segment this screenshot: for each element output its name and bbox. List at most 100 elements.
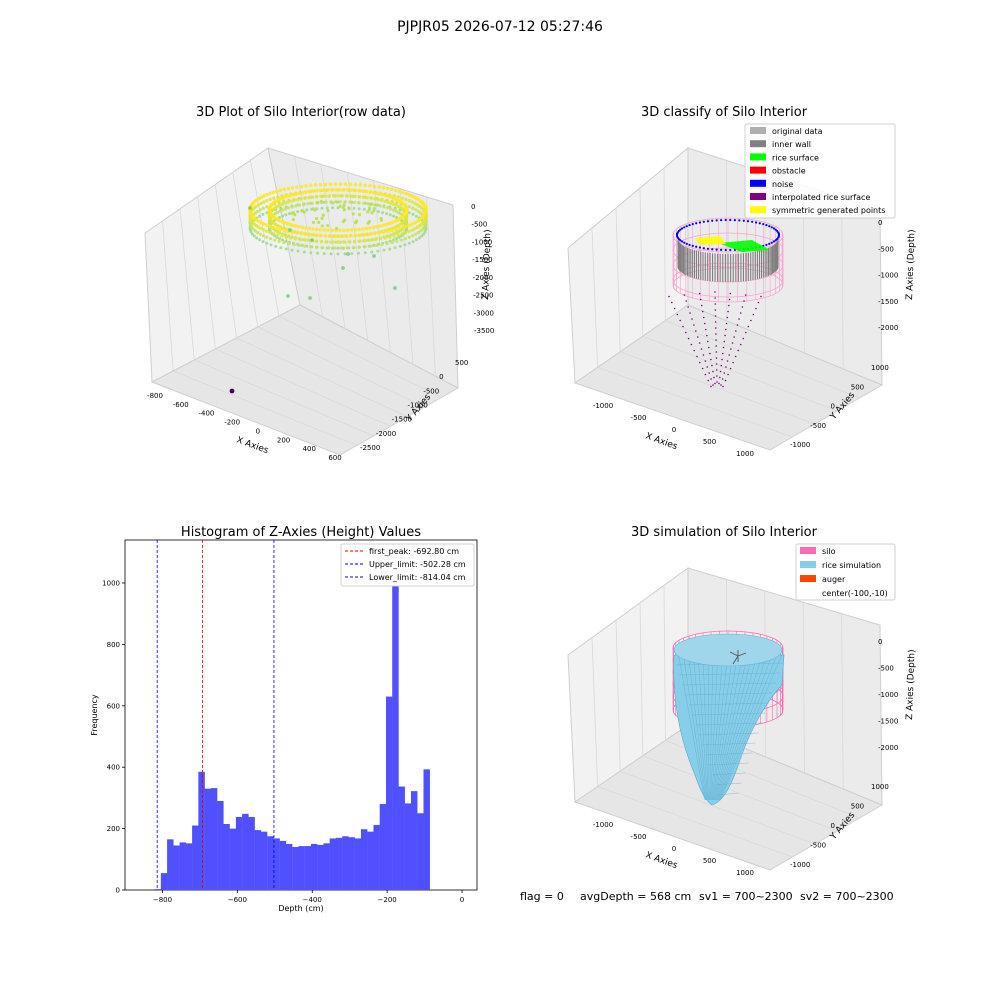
raw-point xyxy=(374,191,379,196)
panel2-back-left-grid-line xyxy=(591,227,598,368)
panel3-legend-label: Lower_limit: -814.04 cm xyxy=(369,573,466,582)
noise-point xyxy=(742,219,745,222)
raw-point xyxy=(311,207,315,211)
raw-point xyxy=(300,190,305,195)
raw-point xyxy=(275,210,279,215)
raw-point xyxy=(407,235,411,239)
histogram-bar xyxy=(373,824,380,890)
raw-outlier-point xyxy=(286,294,290,298)
interpolated-point xyxy=(693,349,695,352)
panel3-vlines xyxy=(156,540,275,890)
panel1-floor-grid-line xyxy=(215,348,391,427)
noise-point xyxy=(738,219,741,222)
rice-mesh-line xyxy=(708,762,749,766)
raw-point xyxy=(369,244,373,248)
interpolated-point xyxy=(687,337,690,340)
raw-point xyxy=(357,251,361,255)
raw-point xyxy=(400,196,404,200)
interpolated-point xyxy=(710,378,712,380)
interpolated-point xyxy=(706,334,708,337)
panel-raw-data-3d: 3D Plot of Silo Interior(row data) -800-… xyxy=(144,105,494,462)
raw-point xyxy=(328,182,333,186)
raw-point xyxy=(407,192,411,197)
interpolated-point xyxy=(715,339,717,341)
raw-point xyxy=(309,183,313,188)
raw-point xyxy=(289,199,293,203)
raw-point xyxy=(401,225,405,230)
interpolated-point xyxy=(712,384,714,386)
interpolated-point xyxy=(704,360,707,362)
histogram-bar xyxy=(329,838,337,890)
raw-point xyxy=(378,204,382,208)
interpolated-point xyxy=(755,307,757,310)
interpolated-point xyxy=(752,313,755,316)
panel1-xlabel: X Axies xyxy=(235,435,270,456)
raw-point xyxy=(388,207,393,211)
raw-point xyxy=(262,194,266,198)
rice-mesh-line xyxy=(714,651,749,801)
interpolated-point xyxy=(721,378,724,380)
interpolated-point xyxy=(718,376,721,379)
rice-mesh-line xyxy=(688,702,769,706)
panel2-x-tick-label: 0 xyxy=(672,426,676,434)
interpolated-point xyxy=(741,306,744,308)
histogram-bar xyxy=(267,836,274,890)
raw-point xyxy=(381,192,385,197)
interpolated-point xyxy=(736,324,739,326)
raw-point xyxy=(389,187,394,192)
raw-point xyxy=(323,233,328,238)
panel4-legend-swatch xyxy=(800,575,816,582)
raw-point xyxy=(392,238,396,242)
panel4-back-right-grid-line xyxy=(841,613,844,790)
raw-point xyxy=(261,228,266,232)
noise-point xyxy=(774,239,777,242)
raw-point xyxy=(333,246,337,250)
interpolated-point xyxy=(726,360,729,362)
panel3-y-ticks: 0 200 400 600 800 1000 xyxy=(102,579,125,895)
interpolated-point xyxy=(723,340,726,343)
x-tick-label: −600 xyxy=(228,896,247,904)
panel1-z-tick-label: -3000 xyxy=(474,309,494,317)
raw-point xyxy=(311,227,315,231)
raw-point xyxy=(282,187,287,192)
interpolated-point xyxy=(699,361,701,364)
panel2-xlabel: X Axies xyxy=(644,431,679,452)
raw-outlier-point xyxy=(310,238,314,242)
interpolated-point xyxy=(727,310,729,313)
panel1-z-tick-label: -1500 xyxy=(472,256,492,264)
raw-point xyxy=(279,246,283,250)
panel4-zlabel: Z Axies (Depth) xyxy=(905,649,917,720)
noise-point xyxy=(729,248,732,252)
symmetric-points-patch xyxy=(695,236,726,245)
raw-point xyxy=(294,224,298,228)
raw-point xyxy=(278,188,283,193)
panel4-back-left-grid-line xyxy=(591,637,598,787)
panel4-floor-grid-line xyxy=(642,755,838,832)
raw-outlier-point xyxy=(229,388,235,394)
panel2-legend-label: symmetric generated points xyxy=(772,206,885,215)
histogram-bar xyxy=(323,843,330,890)
rice-mesh-line xyxy=(710,651,719,801)
interpolated-point xyxy=(671,301,673,304)
rice-mesh-line xyxy=(715,651,754,801)
raw-point xyxy=(284,235,288,239)
raw-point xyxy=(352,206,356,210)
interpolated-point xyxy=(715,369,718,371)
raw-point xyxy=(287,241,291,246)
histogram-bar xyxy=(192,825,199,890)
raw-point xyxy=(290,185,295,190)
raw-point xyxy=(413,201,417,206)
raw-point xyxy=(392,234,396,238)
noise-point xyxy=(774,228,777,231)
noise-point xyxy=(680,227,684,230)
raw-point xyxy=(342,228,346,233)
noise-point xyxy=(733,219,736,222)
raw-point xyxy=(385,212,389,216)
raw-point xyxy=(414,208,418,212)
raw-point xyxy=(276,233,280,237)
raw-point xyxy=(363,239,367,243)
raw-point xyxy=(407,199,411,203)
raw-point xyxy=(305,208,309,212)
panel2-floor xyxy=(573,304,884,451)
raw-point xyxy=(303,196,307,200)
